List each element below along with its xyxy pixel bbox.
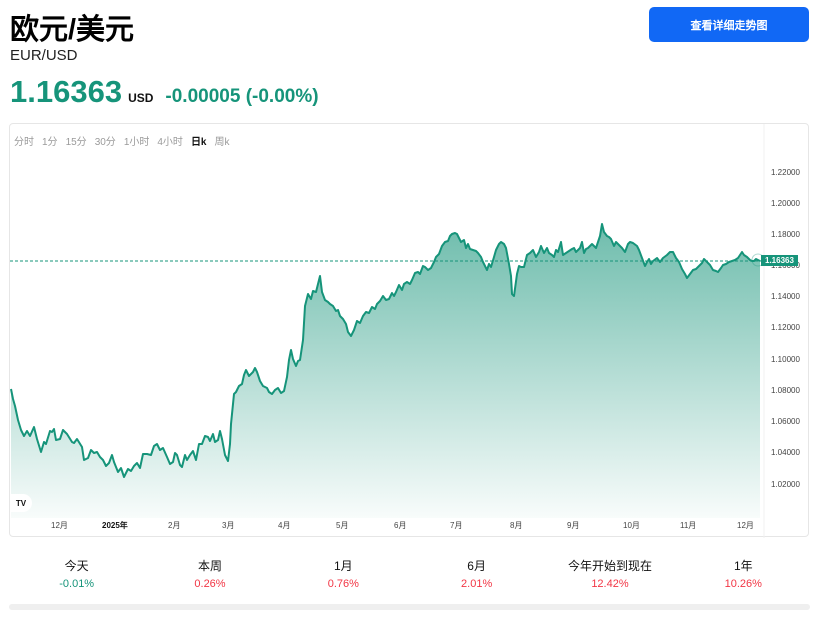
interval-4h[interactable]: 4小时 (157, 137, 183, 148)
x-tick: 8月 (510, 521, 523, 530)
y-tick: 1.18000 (771, 230, 800, 239)
perf-1-year: 1年 10.26% (677, 557, 810, 590)
interval-1m[interactable]: 1分 (42, 137, 58, 148)
x-tick: 7月 (450, 521, 463, 530)
perf-label: 1年 (733, 559, 753, 573)
x-tick: 2月 (168, 521, 181, 530)
view-detailed-chart-button[interactable]: 查看详细走势图 (649, 7, 809, 42)
perf-1-month: 1月 0.76% (277, 557, 410, 590)
y-tick: 1.06000 (771, 417, 800, 426)
y-tick: 1.20000 (771, 199, 800, 208)
perf-label: 本周 (197, 559, 222, 573)
tradingview-logo-icon[interactable]: TV (10, 494, 32, 512)
area-fill (11, 224, 760, 518)
perf-value: 12.42% (591, 578, 629, 590)
price-chart[interactable]: 分时 1分 15分 30分 1小时 4小时 日k 周k 1.22000 1.20… (9, 123, 809, 538)
performance-summary: 今天 -0.01% 本周 0.26% 1月 0.76% 6月 2.01% 今年开… (10, 557, 810, 590)
y-tick: 1.02000 (771, 480, 800, 489)
interval-selector: 分时 1分 15分 30分 1小时 4小时 日k 周k (14, 133, 230, 148)
interval-tick[interactable]: 分时 (14, 137, 34, 148)
x-tick: 4月 (278, 521, 291, 530)
x-tick: 5月 (336, 521, 349, 530)
y-tick: 1.04000 (771, 448, 800, 457)
interval-daily[interactable]: 日k (190, 137, 207, 148)
perf-today: 今天 -0.01% (10, 557, 143, 590)
interval-30m[interactable]: 30分 (94, 137, 116, 148)
perf-week: 本周 0.26% (143, 557, 276, 590)
horizontal-scrollbar[interactable] (9, 604, 810, 610)
y-tick: 1.08000 (771, 386, 800, 395)
price-change: -0.00005 (-0.00%) (165, 86, 319, 107)
perf-value: 2.01% (461, 578, 493, 590)
y-tick: 1.14000 (771, 292, 800, 301)
price-row: 1.16363 USD -0.00005 (-0.00%) (10, 74, 319, 110)
x-tick: 2025年 (102, 521, 128, 530)
x-tick: 9月 (567, 521, 580, 530)
perf-value: 0.76% (327, 578, 359, 590)
perf-label: 6月 (467, 559, 486, 573)
current-price: 1.16363 (10, 74, 123, 109)
symbol-code: EUR/USD (10, 47, 78, 64)
x-tick: 10月 (623, 521, 640, 530)
y-tick: 1.10000 (771, 355, 800, 364)
price-currency: USD (128, 91, 154, 105)
x-tick: 12月 (737, 521, 754, 530)
x-tick: 11月 (680, 521, 697, 530)
interval-1h[interactable]: 1小时 (123, 137, 150, 148)
x-tick: 6月 (394, 521, 407, 530)
interval-weekly[interactable]: 周k (214, 137, 230, 148)
x-tick: 3月 (222, 521, 235, 530)
perf-ytd: 今年开始到现在 12.42% (543, 557, 676, 590)
perf-label: 今年开始到现在 (567, 559, 652, 573)
price-line (10, 223, 761, 478)
perf-value: -0.01% (59, 578, 95, 590)
perf-label: 1月 (333, 559, 353, 573)
page-title: 欧元/美元 (10, 14, 135, 46)
interval-15m[interactable]: 15分 (65, 137, 87, 148)
price-area-plot (10, 124, 765, 538)
perf-value: 0.26% (194, 578, 226, 590)
perf-value: 10.26% (724, 578, 762, 590)
perf-label: 今天 (64, 559, 89, 573)
y-tick: 1.22000 (771, 168, 800, 177)
y-tick: 1.12000 (771, 323, 800, 332)
last-price-tag: 1.16363 (761, 255, 798, 266)
perf-6-month: 6月 2.01% (410, 557, 543, 590)
x-tick: 12月 (51, 521, 68, 530)
